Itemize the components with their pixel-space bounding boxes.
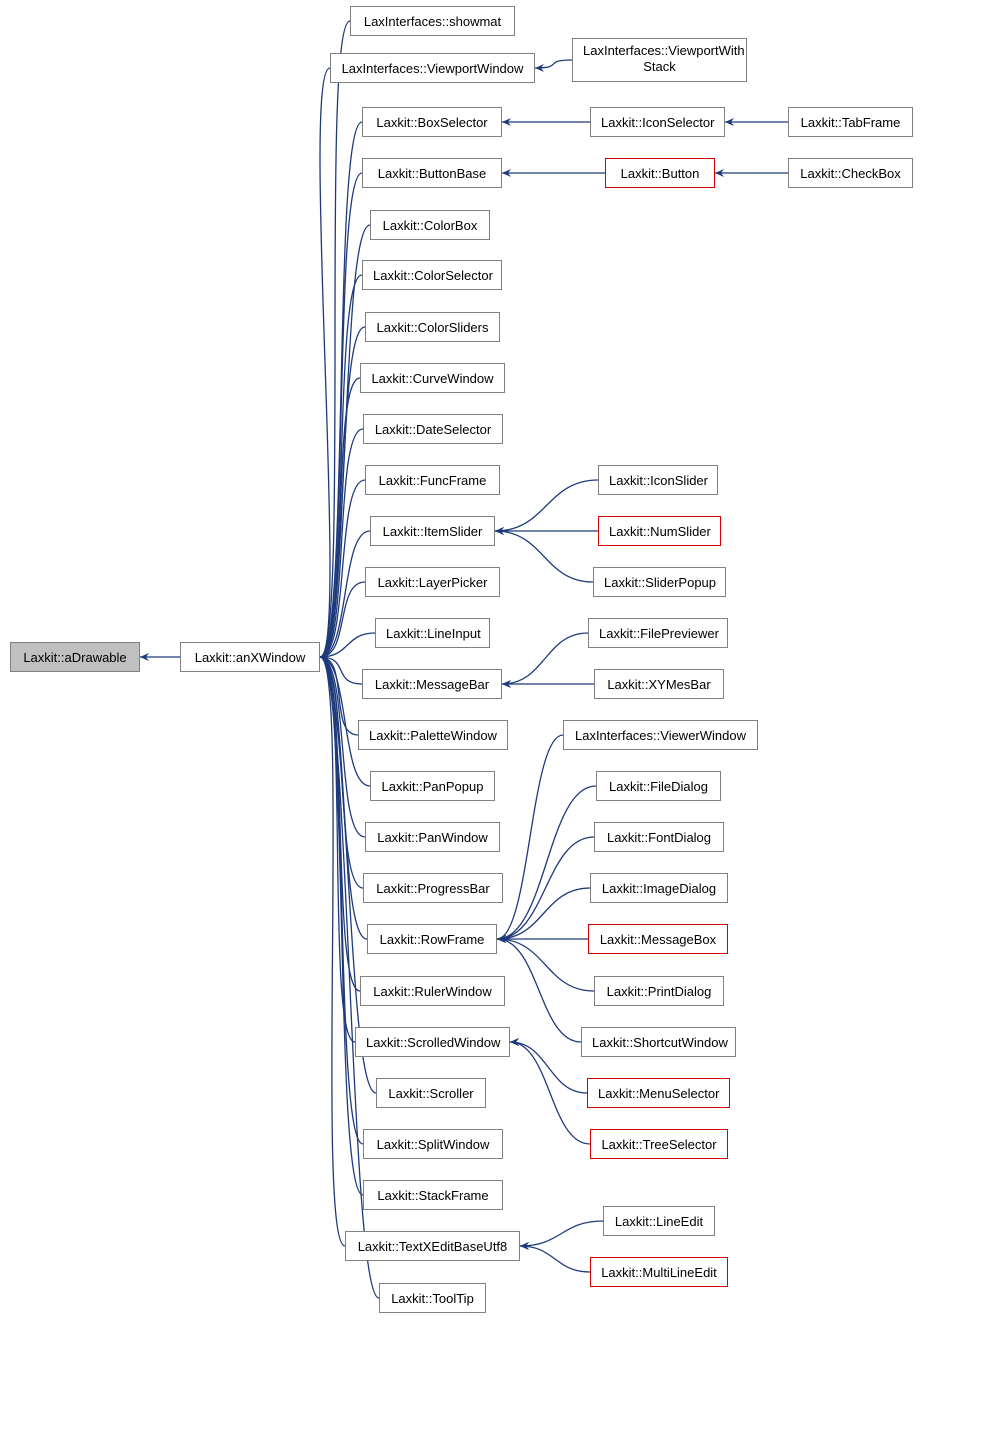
node-aDrawable[interactable]: Laxkit::aDrawable xyxy=(10,642,140,672)
node-NumSlider[interactable]: Laxkit::NumSlider xyxy=(598,516,721,546)
node-Scroller[interactable]: Laxkit::Scroller xyxy=(376,1078,486,1108)
node-LineEdit[interactable]: Laxkit::LineEdit xyxy=(603,1206,715,1236)
node-ItemSlider[interactable]: Laxkit::ItemSlider xyxy=(370,516,495,546)
edge xyxy=(510,1042,587,1093)
edge xyxy=(502,633,588,684)
node-MenuSelector[interactable]: Laxkit::MenuSelector xyxy=(587,1078,730,1108)
edge xyxy=(320,122,362,657)
edge xyxy=(320,378,360,657)
edge xyxy=(320,21,350,657)
edge xyxy=(497,888,590,939)
edge xyxy=(320,429,363,657)
node-ColorSliders[interactable]: Laxkit::ColorSliders xyxy=(365,312,500,342)
edge xyxy=(320,657,345,1246)
edge xyxy=(495,531,593,582)
node-IconSlider[interactable]: Laxkit::IconSlider xyxy=(598,465,718,495)
node-FilePreviewer[interactable]: Laxkit::FilePreviewer xyxy=(588,618,728,648)
node-SliderPopup[interactable]: Laxkit::SliderPopup xyxy=(593,567,726,597)
edge xyxy=(497,837,594,939)
node-ColorSelector[interactable]: Laxkit::ColorSelector xyxy=(362,260,502,290)
edge xyxy=(320,531,370,657)
node-PrintDialog[interactable]: Laxkit::PrintDialog xyxy=(594,976,724,1006)
node-DateSelector[interactable]: Laxkit::DateSelector xyxy=(363,414,503,444)
node-ViewportWindow[interactable]: LaxInterfaces::ViewportWindow xyxy=(330,53,535,83)
edge xyxy=(497,735,563,939)
edge xyxy=(320,657,367,939)
node-RulerWindow[interactable]: Laxkit::RulerWindow xyxy=(360,976,505,1006)
inheritance-diagram: Laxkit::aDrawableLaxkit::anXWindowLaxInt… xyxy=(0,0,1000,1443)
node-MessageBar[interactable]: Laxkit::MessageBar xyxy=(362,669,502,699)
edge xyxy=(320,327,365,657)
node-TabFrame[interactable]: Laxkit::TabFrame xyxy=(788,107,913,137)
edge xyxy=(535,60,572,68)
node-ProgressBar[interactable]: Laxkit::ProgressBar xyxy=(363,873,503,903)
node-ImageDialog[interactable]: Laxkit::ImageDialog xyxy=(590,873,728,903)
node-MessageBox[interactable]: Laxkit::MessageBox xyxy=(588,924,728,954)
node-MultiLineEdit[interactable]: Laxkit::MultiLineEdit xyxy=(590,1257,728,1287)
node-ScrolledWindow[interactable]: Laxkit::ScrolledWindow xyxy=(355,1027,510,1057)
edge xyxy=(320,68,330,657)
node-ButtonBase[interactable]: Laxkit::ButtonBase xyxy=(362,158,502,188)
edge xyxy=(320,657,363,1195)
node-SplitWindow[interactable]: Laxkit::SplitWindow xyxy=(363,1129,503,1159)
edge xyxy=(320,657,363,1144)
node-BoxSelector[interactable]: Laxkit::BoxSelector xyxy=(362,107,502,137)
node-StackFrame[interactable]: Laxkit::StackFrame xyxy=(363,1180,503,1210)
node-CheckBox[interactable]: Laxkit::CheckBox xyxy=(788,158,913,188)
edge xyxy=(495,480,598,531)
edge xyxy=(320,480,365,657)
node-ToolTip[interactable]: Laxkit::ToolTip xyxy=(379,1283,486,1313)
node-ViewportWithStack[interactable]: LaxInterfaces::ViewportWithStack xyxy=(572,38,747,82)
node-anXWindow[interactable]: Laxkit::anXWindow xyxy=(180,642,320,672)
edge xyxy=(320,633,375,657)
edge xyxy=(320,657,360,991)
node-IconSelector[interactable]: Laxkit::IconSelector xyxy=(590,107,725,137)
node-CurveWindow[interactable]: Laxkit::CurveWindow xyxy=(360,363,505,393)
node-Button[interactable]: Laxkit::Button xyxy=(605,158,715,188)
node-FuncFrame[interactable]: Laxkit::FuncFrame xyxy=(365,465,500,495)
node-PanWindow[interactable]: Laxkit::PanWindow xyxy=(365,822,500,852)
edge xyxy=(520,1246,590,1272)
node-LayerPicker[interactable]: Laxkit::LayerPicker xyxy=(365,567,500,597)
edge xyxy=(320,582,365,657)
node-PaletteWindow[interactable]: Laxkit::PaletteWindow xyxy=(358,720,508,750)
edge xyxy=(497,786,596,939)
edge xyxy=(520,1221,603,1246)
node-FontDialog[interactable]: Laxkit::FontDialog xyxy=(594,822,724,852)
edge xyxy=(320,657,362,684)
node-TextXEdit[interactable]: Laxkit::TextXEditBaseUtf8 xyxy=(345,1231,520,1261)
node-XYMesBar[interactable]: Laxkit::XYMesBar xyxy=(594,669,724,699)
node-FileDialog[interactable]: Laxkit::FileDialog xyxy=(596,771,721,801)
node-ViewerWindow[interactable]: LaxInterfaces::ViewerWindow xyxy=(563,720,758,750)
node-TreeSelector[interactable]: Laxkit::TreeSelector xyxy=(590,1129,728,1159)
edge xyxy=(497,939,594,991)
node-RowFrame[interactable]: Laxkit::RowFrame xyxy=(367,924,497,954)
edge xyxy=(320,657,358,735)
node-LineInput[interactable]: Laxkit::LineInput xyxy=(375,618,490,648)
edge xyxy=(320,275,362,657)
edge xyxy=(320,657,355,1042)
node-ColorBox[interactable]: Laxkit::ColorBox xyxy=(370,210,490,240)
node-PanPopup[interactable]: Laxkit::PanPopup xyxy=(370,771,495,801)
edge xyxy=(510,1042,590,1144)
edge xyxy=(320,657,363,888)
node-ShortcutWindow[interactable]: Laxkit::ShortcutWindow xyxy=(581,1027,736,1057)
edge xyxy=(320,173,362,657)
node-showmat[interactable]: LaxInterfaces::showmat xyxy=(350,6,515,36)
